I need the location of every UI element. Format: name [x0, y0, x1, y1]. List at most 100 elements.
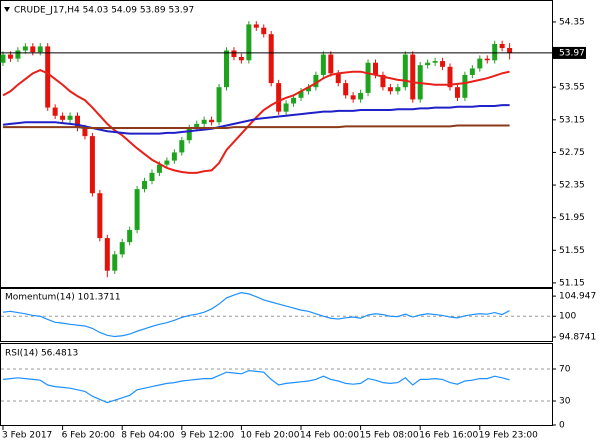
candle-body: [142, 180, 148, 190]
candle-body: [305, 87, 311, 92]
candle-body: [231, 50, 237, 58]
y-tick-label: 52.75: [559, 148, 585, 158]
candle-body: [402, 54, 408, 88]
candle-body: [171, 152, 177, 161]
candle-body: [246, 24, 252, 61]
candle-body: [261, 27, 267, 35]
candle-body: [350, 95, 356, 100]
candle-body: [484, 58, 490, 61]
x-tick-label: 19 Feb 23:00: [479, 431, 538, 441]
candle-body: [343, 83, 349, 96]
indicator-line: [2, 292, 510, 338]
y-tick-label: 30: [559, 397, 571, 407]
candle-body: [134, 189, 140, 230]
x-tick-label: 3 Feb 2017: [2, 431, 52, 441]
candle-body: [454, 87, 460, 98]
y-tick-label: 53.55: [559, 83, 585, 93]
candle-body: [112, 254, 118, 271]
candle-body: [179, 140, 185, 153]
candle-body: [477, 58, 483, 69]
candle-body: [37, 46, 43, 53]
candle-body: [216, 87, 222, 123]
candle-body: [298, 91, 304, 98]
candle-body: [395, 87, 401, 92]
last-price-label: 53.97: [559, 48, 585, 58]
candle-body: [67, 115, 73, 120]
candle-body: [492, 43, 498, 61]
candle-body: [82, 127, 88, 137]
candle-body: [89, 136, 95, 194]
x-tick-label: 15 Feb 08:00: [360, 431, 419, 441]
y-tick-label: 52.35: [559, 181, 585, 191]
rsi-title: RSI(14) 56.4813: [5, 349, 78, 359]
candle-body: [238, 57, 244, 61]
candle-body: [119, 242, 125, 255]
candle-body: [253, 24, 259, 28]
x-tick-label: 14 Feb 00:00: [300, 431, 359, 441]
y-tick-label: 54.35: [559, 17, 585, 27]
rsi-panel: [0, 343, 553, 426]
y-tick-label: 51.15: [559, 278, 585, 288]
candle-body: [224, 50, 229, 88]
y-tick-label: 51.55: [559, 246, 585, 256]
y-tick-label: 70: [559, 365, 571, 375]
candle-body: [499, 43, 505, 49]
chart-title: CRUDE_J17,H4 54.03 54.09 53.89 53.97: [14, 6, 194, 16]
symbol-icon: [4, 7, 10, 12]
y-tick-label: 51.95: [559, 213, 585, 223]
candle-body: [60, 115, 66, 120]
candle-body: [365, 62, 371, 93]
y-tick-label: 94.8741: [559, 333, 596, 343]
y-tick-label: 53.15: [559, 115, 585, 125]
candle-body: [358, 92, 364, 100]
price-panel: [0, 0, 553, 288]
candle-body: [410, 54, 416, 100]
candle-body: [313, 74, 319, 88]
candle-body: [320, 54, 326, 75]
candle-body: [380, 74, 386, 88]
candle-body: [97, 193, 103, 239]
candle-body: [201, 119, 207, 124]
candle-body: [7, 54, 13, 59]
candle-body: [291, 97, 297, 104]
indicator-line: [2, 369, 510, 404]
candle-body: [30, 46, 36, 53]
x-tick-label: 8 Feb 04:00: [121, 431, 175, 441]
candle-body: [432, 61, 438, 63]
candle-body: [52, 107, 58, 116]
momentum-title: Momentum(14) 101.3711: [5, 293, 121, 303]
x-tick-label: 9 Feb 12:00: [181, 431, 235, 441]
candle-body: [373, 62, 378, 75]
candle-body: [440, 61, 446, 67]
candle-body: [328, 54, 334, 74]
candle-body: [507, 48, 513, 53]
candle-body: [387, 87, 393, 92]
candle-body: [186, 127, 192, 141]
last-price-box: [552, 46, 586, 59]
candle-body: [22, 46, 28, 51]
x-tick-label: 16 Feb 16:00: [419, 431, 478, 441]
candle-body: [209, 119, 215, 123]
candle-body: [447, 66, 453, 88]
candle-body: [15, 50, 21, 59]
candle-body: [469, 68, 475, 75]
y-tick-label: 0: [559, 421, 565, 431]
indicator-line: [3, 124, 510, 129]
candle-body: [156, 164, 162, 173]
candle-body: [149, 172, 155, 181]
candle-body: [425, 62, 431, 66]
candle-body: [194, 123, 200, 128]
candle-body: [127, 229, 133, 243]
candle-body: [75, 115, 80, 128]
candle-body: [462, 74, 468, 98]
x-tick-label: 10 Feb 20:00: [240, 431, 299, 441]
x-tick-label: 6 Feb 20:00: [62, 431, 116, 441]
indicator-line: [2, 68, 510, 174]
candle-body: [283, 103, 289, 112]
candle-body: [335, 73, 341, 84]
y-tick-label: 100: [559, 312, 576, 322]
y-tick-label: 104.947: [559, 292, 596, 302]
indicator-line: [2, 104, 510, 135]
candle-body: [268, 34, 274, 84]
